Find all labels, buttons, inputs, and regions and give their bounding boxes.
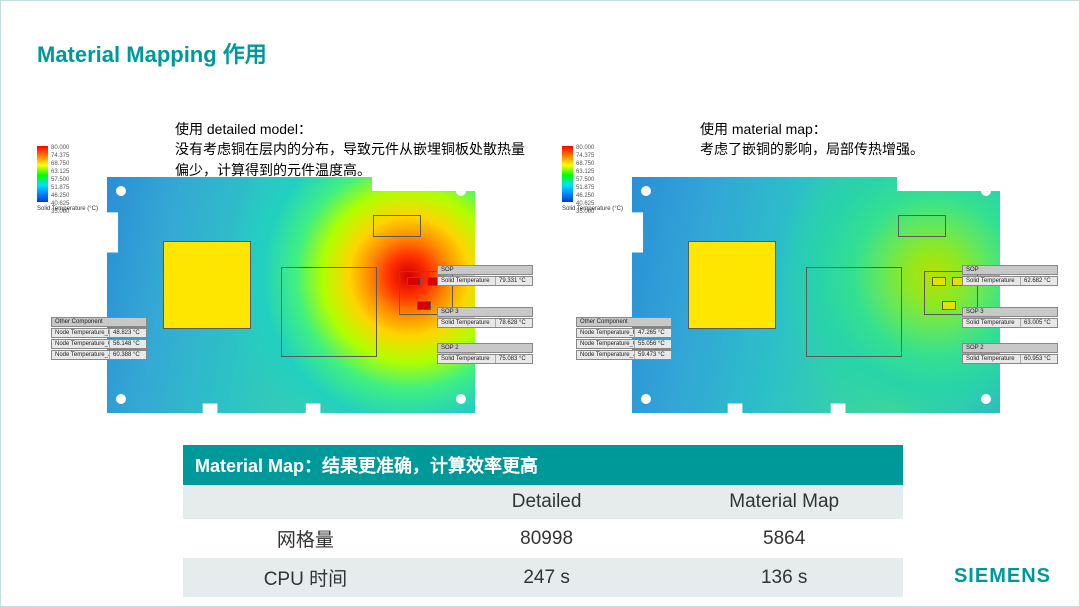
table-row: 网格量 80998 5864 xyxy=(183,519,903,558)
plot-left-legend: 80.000 74.375 68.750 63.125 57.500 51.87… xyxy=(37,146,48,202)
table-cell: 5864 xyxy=(665,519,903,558)
chiplet xyxy=(407,277,421,286)
plot-left-caption-label: 使用 detailed model： xyxy=(175,121,312,137)
legend-label: 68.750 xyxy=(51,160,69,168)
chiplet xyxy=(417,301,431,310)
summary-table: Material Map：结果更准确，计算效率更高 Detailed Mater… xyxy=(183,445,903,597)
legend-label: 74.375 xyxy=(51,152,69,160)
table-header-cell: Material Map xyxy=(665,485,903,519)
callout-other-component: Other Component Node Temperature_Board47… xyxy=(576,317,682,360)
legend-label: 51.875 xyxy=(576,184,594,192)
table-header-row: Detailed Material Map xyxy=(183,485,903,519)
siemens-logo: SIEMENS xyxy=(954,565,1051,588)
callout-row: Node Temperature_Board48.823 °C xyxy=(51,328,147,338)
plot-right-caption-body: 考虑了嵌铜的影响，局部传热增强。 xyxy=(700,139,924,159)
legend-label: 74.375 xyxy=(576,152,594,160)
callout-sop: SOP Solid Temperature62.682 °C xyxy=(962,265,1058,286)
legend-title: Solid Temperature (°C) xyxy=(562,206,623,212)
legend-label: 80.000 xyxy=(51,144,69,152)
table-cell: 247 s xyxy=(428,558,666,597)
callout-row: Solid Temperature78.628 °C xyxy=(437,318,533,328)
callout-row: Solid Temperature75.083 °C xyxy=(437,354,533,364)
legend-label: 57.500 xyxy=(51,176,69,184)
callout-header: Other Component xyxy=(51,317,147,327)
plot-right-legend: 80.000 74.375 68.750 63.125 57.500 51.87… xyxy=(562,146,573,202)
callout-sop: SOP 3 Solid Temperature78.628 °C xyxy=(437,307,533,328)
callout-header: SOP xyxy=(437,265,533,275)
callout-row: Node Temperature_Junction59.473 °C xyxy=(576,350,672,360)
callout-header: Other Component xyxy=(576,317,672,327)
hole-icon xyxy=(456,394,466,404)
callout-row: Solid Temperature62.682 °C xyxy=(962,276,1058,286)
legend-title: Solid Temperature (°C) xyxy=(37,206,98,212)
table-title-row: Material Map：结果更准确，计算效率更高 xyxy=(183,445,903,485)
callout-sop: SOP 2 Solid Temperature75.083 °C xyxy=(437,343,533,364)
callout-sop: SOP 2 Solid Temperature60.953 °C xyxy=(962,343,1058,364)
hole-icon xyxy=(641,186,651,196)
callout-row: Solid Temperature79.331 °C xyxy=(437,276,533,286)
callout-header: SOP xyxy=(962,265,1058,275)
hole-icon xyxy=(981,394,991,404)
hole-icon xyxy=(116,186,126,196)
table-cell: 136 s xyxy=(665,558,903,597)
table-cell: CPU 时间 xyxy=(183,558,428,597)
pcb-left-body xyxy=(107,177,475,413)
callout-sop: SOP 3 Solid Temperature63.005 °C xyxy=(962,307,1058,328)
hole-icon xyxy=(641,394,651,404)
plot-right-caption: 使用 material map： 考虑了嵌铜的影响，局部传热增强。 xyxy=(700,119,924,160)
callout-header: SOP 2 xyxy=(437,343,533,353)
legend-label: 80.000 xyxy=(576,144,594,152)
pcb-left: Other Component Node Temperature_Board48… xyxy=(107,177,475,413)
callout-sop: SOP Solid Temperature79.331 °C xyxy=(437,265,533,286)
component-big xyxy=(688,241,776,329)
plot-left-caption-body: 没有考虑铜在层内的分布，导致元件从嵌埋铜板处散热量偏少，计算得到的元件温度高。 xyxy=(175,139,528,180)
callout-row: Solid Temperature63.005 °C xyxy=(962,318,1058,328)
plot-left: 使用 detailed model： 没有考虑铜在层内的分布，导致元件从嵌埋铜板… xyxy=(27,119,528,431)
component-mid xyxy=(806,267,902,357)
callout-other-component: Other Component Node Temperature_Board48… xyxy=(51,317,157,360)
table-header-cell: Detailed xyxy=(428,485,666,519)
legend-label: 46.250 xyxy=(51,192,69,200)
pcb-right: Other Component Node Temperature_Board47… xyxy=(632,177,1000,413)
chiplet xyxy=(932,277,946,286)
pcb-right-body xyxy=(632,177,1000,413)
hole-icon xyxy=(116,394,126,404)
callout-header: SOP 3 xyxy=(962,307,1058,317)
table-cell: 网格量 xyxy=(183,519,428,558)
table-header-cell xyxy=(183,485,428,519)
legend-label: 63.125 xyxy=(576,168,594,176)
callout-row: Solid Temperature60.953 °C xyxy=(962,354,1058,364)
colorbar xyxy=(37,146,48,202)
chiplet xyxy=(942,301,956,310)
callout-row: Node Temperature_Board47.265 °C xyxy=(576,328,672,338)
table-title: Material Map：结果更准确，计算效率更高 xyxy=(183,445,903,485)
component-top xyxy=(898,215,946,237)
component-mid xyxy=(281,267,377,357)
legend-label: 57.500 xyxy=(576,176,594,184)
plot-right: 使用 material map： 考虑了嵌铜的影响，局部传热增强。 80.000… xyxy=(552,119,1053,431)
callout-header: SOP 2 xyxy=(962,343,1058,353)
callout-row: Node Temperature_Case56.148 °C xyxy=(51,339,147,349)
callout-row: Node Temperature_Junction60.388 °C xyxy=(51,350,147,360)
legend-label: 46.250 xyxy=(576,192,594,200)
callout-header: SOP 3 xyxy=(437,307,533,317)
callout-row: Node Temperature_Case55.056 °C xyxy=(576,339,672,349)
legend-label: 51.875 xyxy=(51,184,69,192)
plot-left-caption: 使用 detailed model： 没有考虑铜在层内的分布，导致元件从嵌埋铜板… xyxy=(175,119,528,180)
hole-icon xyxy=(981,186,991,196)
component-top xyxy=(373,215,421,237)
hole-icon xyxy=(456,186,466,196)
legend-label: 68.750 xyxy=(576,160,594,168)
plots-row: 使用 detailed model： 没有考虑铜在层内的分布，导致元件从嵌埋铜板… xyxy=(27,119,1053,431)
page-title: Material Mapping 作用 xyxy=(37,37,267,69)
legend-label: 63.125 xyxy=(51,168,69,176)
colorbar xyxy=(562,146,573,202)
plot-right-caption-label: 使用 material map： xyxy=(700,121,827,137)
component-big xyxy=(163,241,251,329)
table-cell: 80998 xyxy=(428,519,666,558)
table-row: CPU 时间 247 s 136 s xyxy=(183,558,903,597)
